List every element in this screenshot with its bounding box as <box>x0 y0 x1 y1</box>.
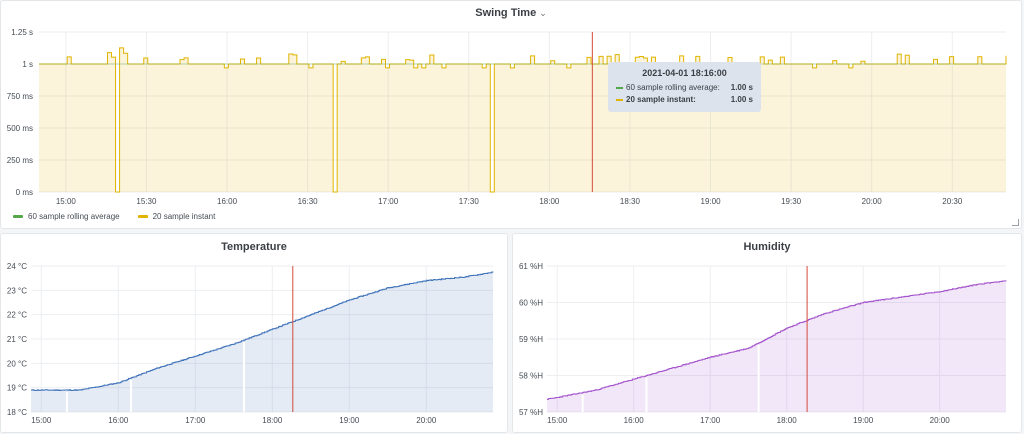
x-tick-label: 18:30 <box>620 197 641 206</box>
x-tick-label: 20:00 <box>416 416 437 425</box>
x-tick-label: 17:30 <box>459 197 480 206</box>
series-area <box>31 271 493 412</box>
x-tick-label: 17:00 <box>378 197 399 206</box>
y-tick-label: 59 %H <box>519 335 543 344</box>
swing-time-title-text: Swing Time <box>475 7 537 19</box>
x-tick-label: 16:30 <box>298 197 319 206</box>
x-tick-label: 15:30 <box>136 197 157 206</box>
x-tick-label: 19:00 <box>853 416 874 425</box>
y-tick-label: 61 %H <box>519 262 543 271</box>
tooltip-row-rolling-average: 60 sample rolling average: 1.00 s <box>616 83 753 92</box>
series-area-instant <box>39 47 1006 193</box>
x-tick-label: 19:30 <box>781 197 802 206</box>
y-tick-label: 23 °C <box>7 286 27 295</box>
tooltip-value-instant: 1.00 s <box>730 95 753 104</box>
temperature-panel: Temperature 24 °C 23 °C 22 °C 21 °C 20 °C 19 … <box>0 233 508 433</box>
temperature-title[interactable]: Temperature <box>221 241 287 253</box>
x-tick-label: 20:00 <box>930 416 951 425</box>
x-tick-label: 15:00 <box>547 416 568 425</box>
x-tick-label: 18:00 <box>262 416 283 425</box>
temperature-chart[interactable]: 24 °C 23 °C 22 °C 21 °C 20 °C 19 °C 18 °C 15:00… <box>1 234 509 434</box>
y-tick-label: 0 ms <box>16 188 33 197</box>
tooltip-time: 2021-04-01 18:16:00 <box>642 68 727 78</box>
y-tick-label: 58 %H <box>519 372 543 381</box>
x-tick-label: 15:00 <box>56 197 77 206</box>
y-tick-label: 1.25 s <box>11 28 33 37</box>
series-line <box>547 280 1007 401</box>
y-tick-label: 57 %H <box>519 408 543 417</box>
legend-swatch-instant <box>137 215 148 218</box>
tooltip-row-instant: 20 sample instant: 1.00 s <box>616 95 753 104</box>
humidity-title[interactable]: Humidity <box>743 241 791 253</box>
hover-tooltip: 2021-04-01 18:16:00 60 sample rolling av… <box>608 62 761 112</box>
x-tick-label: 19:00 <box>339 416 360 425</box>
x-tick-label: 17:00 <box>700 416 721 425</box>
y-tick-label: 500 ms <box>7 124 33 133</box>
panel-resize-handle[interactable] <box>1012 219 1019 226</box>
y-tick-label: 22 °C <box>7 311 27 320</box>
swing-time-chart[interactable]: 1.25 s 1 s 750 ms 500 ms 250 ms 0 ms 15:00 15:3… <box>1 1 1023 230</box>
tooltip-label-instant: 20 sample instant: <box>626 95 696 104</box>
y-tick-label: 21 °C <box>7 335 27 344</box>
series-area <box>547 280 1006 412</box>
tooltip-swatch-instant <box>616 98 623 101</box>
legend-item-instant[interactable]: 20 sample instant <box>137 212 216 221</box>
legend-label-rolling-average: 60 sample rolling average <box>28 212 120 221</box>
tooltip-swatch-rolling-average <box>616 86 623 89</box>
x-tick-label: 19:00 <box>701 197 722 206</box>
humidity-chart[interactable]: 61 %H 60 %H 59 %H 58 %H 57 %H 15:00 16:00 17:00… <box>513 234 1023 434</box>
humidity-panel: Humidity 61 %H 60 %H 59 %H 58 %H 57 %H 15:00 1… <box>512 233 1022 433</box>
x-tick-label: 16:00 <box>108 416 129 425</box>
y-tick-label: 18 °C <box>7 408 27 417</box>
swing-time-title[interactable]: Swing Time ⌄ <box>1 7 1021 19</box>
x-tick-label: 20:30 <box>942 197 963 206</box>
y-tick-label: 24 °C <box>7 262 27 271</box>
y-tick-label: 20 °C <box>7 359 27 368</box>
x-tick-label: 18:00 <box>539 197 560 206</box>
x-tick-label: 20:00 <box>862 197 883 206</box>
y-tick-label: 60 %H <box>519 299 543 308</box>
y-tick-label: 250 ms <box>7 156 33 165</box>
x-tick-label: 17:00 <box>185 416 206 425</box>
legend-swatch-rolling-average <box>13 215 23 218</box>
x-tick-label: 15:00 <box>31 416 52 425</box>
y-tick-label: 1 s <box>22 60 33 69</box>
legend-item-rolling-average[interactable]: 60 sample rolling average <box>13 212 120 221</box>
y-tick-label: 750 ms <box>7 92 33 101</box>
chevron-down-icon: ⌄ <box>539 8 547 18</box>
x-tick-label: 16:00 <box>624 416 645 425</box>
y-tick-label: 19 °C <box>7 384 27 393</box>
swing-time-legend: 60 sample rolling average 20 sample inst… <box>13 212 215 221</box>
tooltip-label-rolling-average: 60 sample rolling average: <box>626 83 720 92</box>
tooltip-value-rolling-average: 1.00 s <box>730 83 753 92</box>
swing-time-panel: Swing Time ⌄ 1.25 s 1 s 750 ms 500 ms 250 ms 0… <box>0 0 1022 229</box>
x-tick-label: 18:00 <box>777 416 798 425</box>
x-tick-label: 16:00 <box>217 197 238 206</box>
series-line <box>31 271 494 392</box>
legend-label-instant: 20 sample instant <box>152 212 216 221</box>
